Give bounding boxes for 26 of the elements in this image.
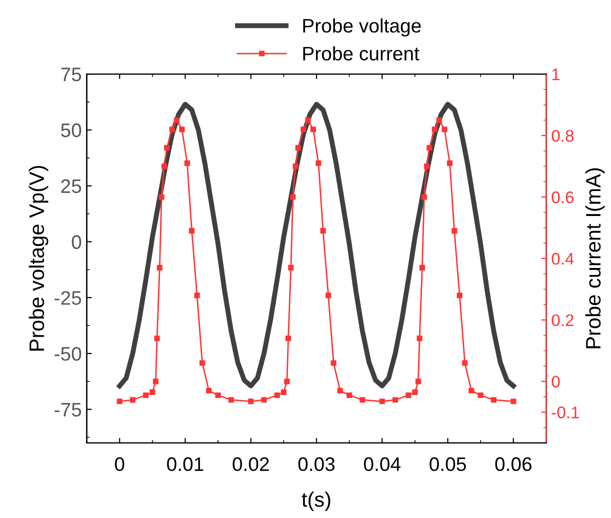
y2-tick-label: 1 bbox=[552, 68, 560, 80]
y2-tick-label: 0.4 bbox=[552, 252, 574, 265]
x-tick-label: 0.04 bbox=[364, 457, 400, 472]
y-axis-title: Probe voltage Vp(V) bbox=[28, 166, 48, 351]
y2-axis-title: Probe current I(mA) bbox=[585, 168, 605, 348]
y2-tick-label: 0.8 bbox=[552, 130, 574, 142]
y2-tick-label: 0.6 bbox=[552, 191, 574, 204]
x-tick-label: 0.02 bbox=[232, 457, 269, 472]
x-tick-label: 0.01 bbox=[167, 457, 204, 472]
y-tick-label: 0 bbox=[72, 235, 82, 249]
legend-label: Probe voltage bbox=[303, 18, 421, 37]
y-tick-label: 50 bbox=[61, 123, 82, 138]
y-tick-label: 75 bbox=[61, 68, 82, 82]
y2-tick-label: -0.1 bbox=[552, 406, 579, 418]
x-tick-label: 0.03 bbox=[298, 457, 335, 472]
y-tick-label: 25 bbox=[61, 179, 82, 194]
x-tick-label: 0.06 bbox=[495, 457, 532, 472]
x-tick-label: 0 bbox=[114, 457, 124, 472]
y-tick-label: -50 bbox=[54, 346, 82, 361]
legend-label: Probe current bbox=[303, 46, 420, 61]
y-tick-label: -25 bbox=[54, 291, 82, 305]
x-axis-title: t(s) bbox=[302, 492, 330, 511]
x-tick-label: 0.05 bbox=[430, 457, 466, 472]
y2-tick-label: 0.2 bbox=[552, 314, 574, 326]
y-tick-label: -75 bbox=[54, 403, 82, 417]
y2-tick-label: 0 bbox=[552, 376, 560, 388]
